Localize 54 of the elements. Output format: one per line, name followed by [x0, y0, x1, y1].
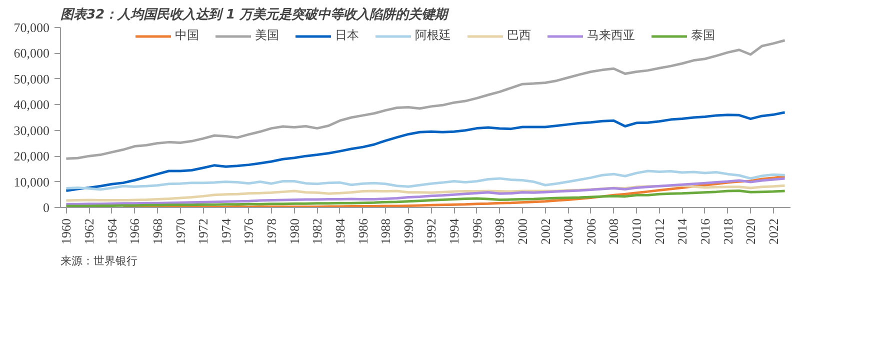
x-tick-label: 1976 — [241, 218, 256, 244]
y-tick-label: 50,000 — [14, 71, 50, 86]
source-note: 来源：世界银行 — [60, 254, 138, 268]
chart-title: 图表32：人均国民收入达到 1 万美元是突破中等收入陷阱的关键期 — [60, 6, 450, 22]
x-tick-label: 1980 — [286, 218, 302, 244]
x-tick-label: 2006 — [583, 218, 598, 244]
x-tick-label: 1994 — [446, 218, 462, 244]
legend-label: 泰国 — [691, 27, 715, 44]
legend-label: 巴西 — [507, 27, 531, 44]
x-tick-label: 2020 — [743, 218, 758, 244]
line-series — [64, 39, 786, 160]
x-tick-label: 2018 — [720, 218, 736, 244]
y-tick-label: 70,000 — [14, 20, 50, 35]
x-tick-label: 1998 — [492, 218, 508, 244]
x-tick-label: 2016 — [697, 218, 712, 244]
x-tick-label: 1978 — [264, 218, 280, 244]
x-tick-label: 2014 — [674, 218, 690, 244]
x-tick-label: 2012 — [652, 218, 667, 244]
y-tick-label: 20,000 — [14, 148, 50, 164]
line-series — [64, 177, 786, 206]
legend-label: 中国 — [175, 27, 199, 44]
y-tick-label: 30,000 — [14, 122, 50, 138]
line-series — [64, 170, 786, 191]
x-tick-label: 1972 — [196, 218, 211, 244]
x-tick-label: 1982 — [310, 218, 325, 244]
x-tick-label: 2008 — [606, 218, 622, 244]
x-tick-label: 1974 — [218, 218, 234, 244]
x-tick-label: 1988 — [378, 218, 394, 244]
x-tick-label: 1984 — [332, 218, 348, 244]
x-tick-label: 1964 — [104, 218, 120, 244]
x-tick-label: 1962 — [82, 218, 97, 244]
legend-label: 马来西亚 — [587, 27, 635, 44]
x-tick-label: 2010 — [629, 218, 644, 244]
x-tick-label: 1992 — [424, 218, 439, 244]
x-tick-label: 1968 — [150, 218, 165, 244]
x-tick-label: 1996 — [469, 218, 484, 244]
line-series — [64, 190, 786, 208]
y-tick-label: 40,000 — [14, 97, 50, 112]
x-tick-label: 1986 — [355, 218, 370, 244]
y-tick-label: 0 — [43, 200, 50, 215]
line-series — [64, 111, 786, 192]
x-tick-label: 1960 — [58, 218, 74, 244]
y-tick-label: 10,000 — [14, 174, 50, 190]
y-tick-label: 60,000 — [14, 46, 50, 61]
x-tick-label: 2000 — [514, 218, 530, 244]
x-tick-label: 2002 — [538, 218, 553, 244]
x-tick-label: 1970 — [172, 218, 188, 244]
x-tick-label: 2022 — [766, 218, 781, 244]
legend-label: 美国 — [255, 27, 279, 44]
legend-label: 日本 — [335, 27, 359, 44]
x-tick-label: 1966 — [127, 218, 142, 244]
x-tick-label: 1990 — [400, 218, 416, 244]
legend-label: 阿根廷 — [415, 27, 451, 44]
x-tick-label: 2004 — [560, 218, 576, 244]
